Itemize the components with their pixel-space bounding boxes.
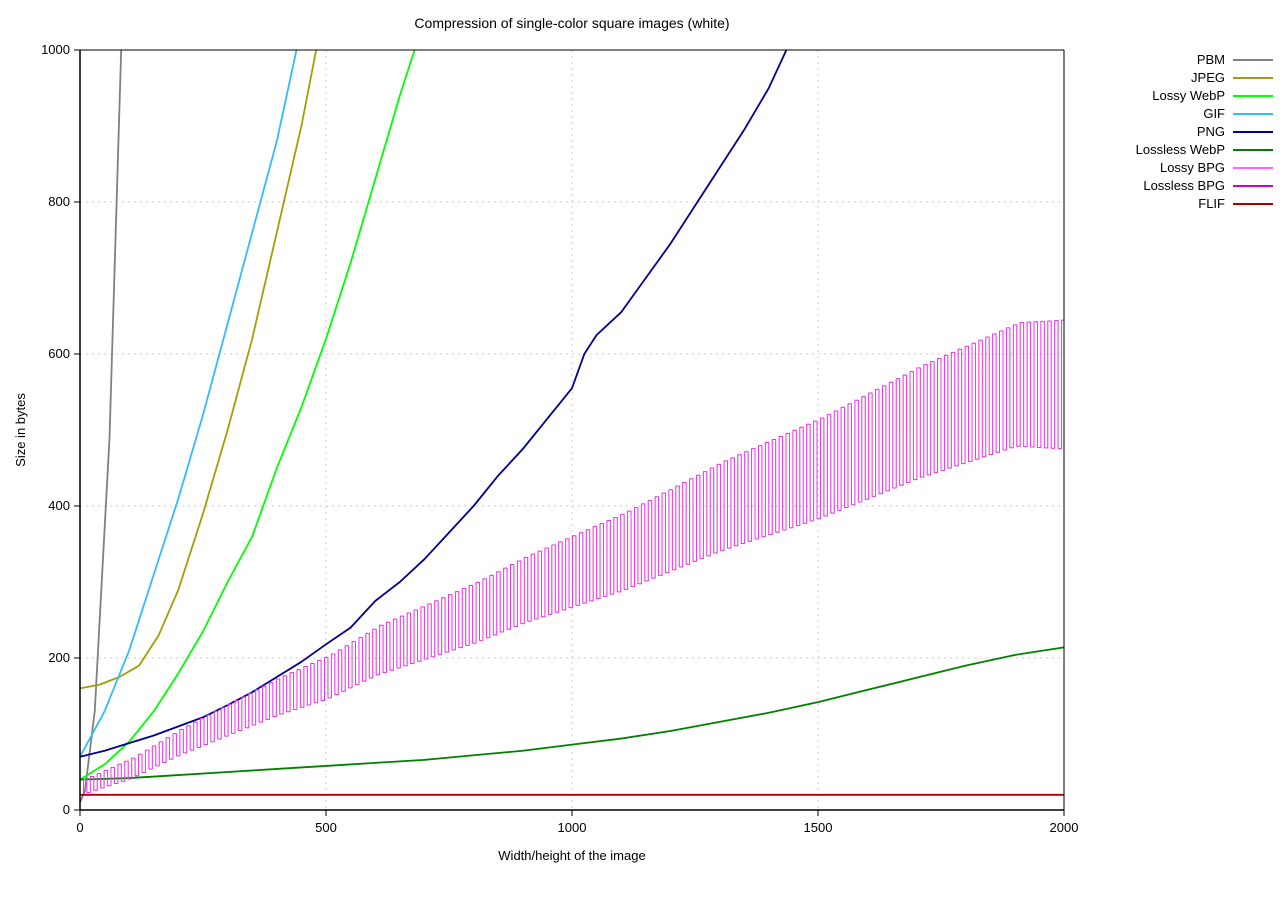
legend-label: JPEG <box>1191 70 1225 85</box>
xlabel: Width/height of the image <box>498 848 645 863</box>
legend-label: Lossy WebP <box>1152 88 1225 103</box>
xtick-label: 0 <box>76 820 83 835</box>
xtick-label: 500 <box>315 820 337 835</box>
ytick-label: 600 <box>48 346 70 361</box>
legend-label: Lossy BPG <box>1160 160 1225 175</box>
ytick-label: 400 <box>48 498 70 513</box>
ytick-label: 0 <box>63 802 70 817</box>
legend-label: Lossless WebP <box>1136 142 1225 157</box>
ytick-label: 1000 <box>41 42 70 57</box>
ylabel: Size in bytes <box>13 393 28 467</box>
legend-label: GIF <box>1203 106 1225 121</box>
legend-label: Lossless BPG <box>1143 178 1225 193</box>
chart-container: 0 500 1000 1500 2000 0 200 400 600 800 1000 Width/h… <box>0 0 1280 900</box>
legend-label: FLIF <box>1198 196 1225 211</box>
ytick-label: 800 <box>48 194 70 209</box>
legend-label: PBM <box>1197 52 1225 67</box>
ytick-label: 200 <box>48 650 70 665</box>
xtick-label: 1500 <box>804 820 833 835</box>
xtick-label: 1000 <box>558 820 587 835</box>
chart-title: Compression of single-color square image… <box>414 15 729 31</box>
legend-label: PNG <box>1197 124 1225 139</box>
xtick-label: 2000 <box>1050 820 1079 835</box>
chart-svg: 0 500 1000 1500 2000 0 200 400 600 800 1000 Width/h… <box>0 0 1280 900</box>
